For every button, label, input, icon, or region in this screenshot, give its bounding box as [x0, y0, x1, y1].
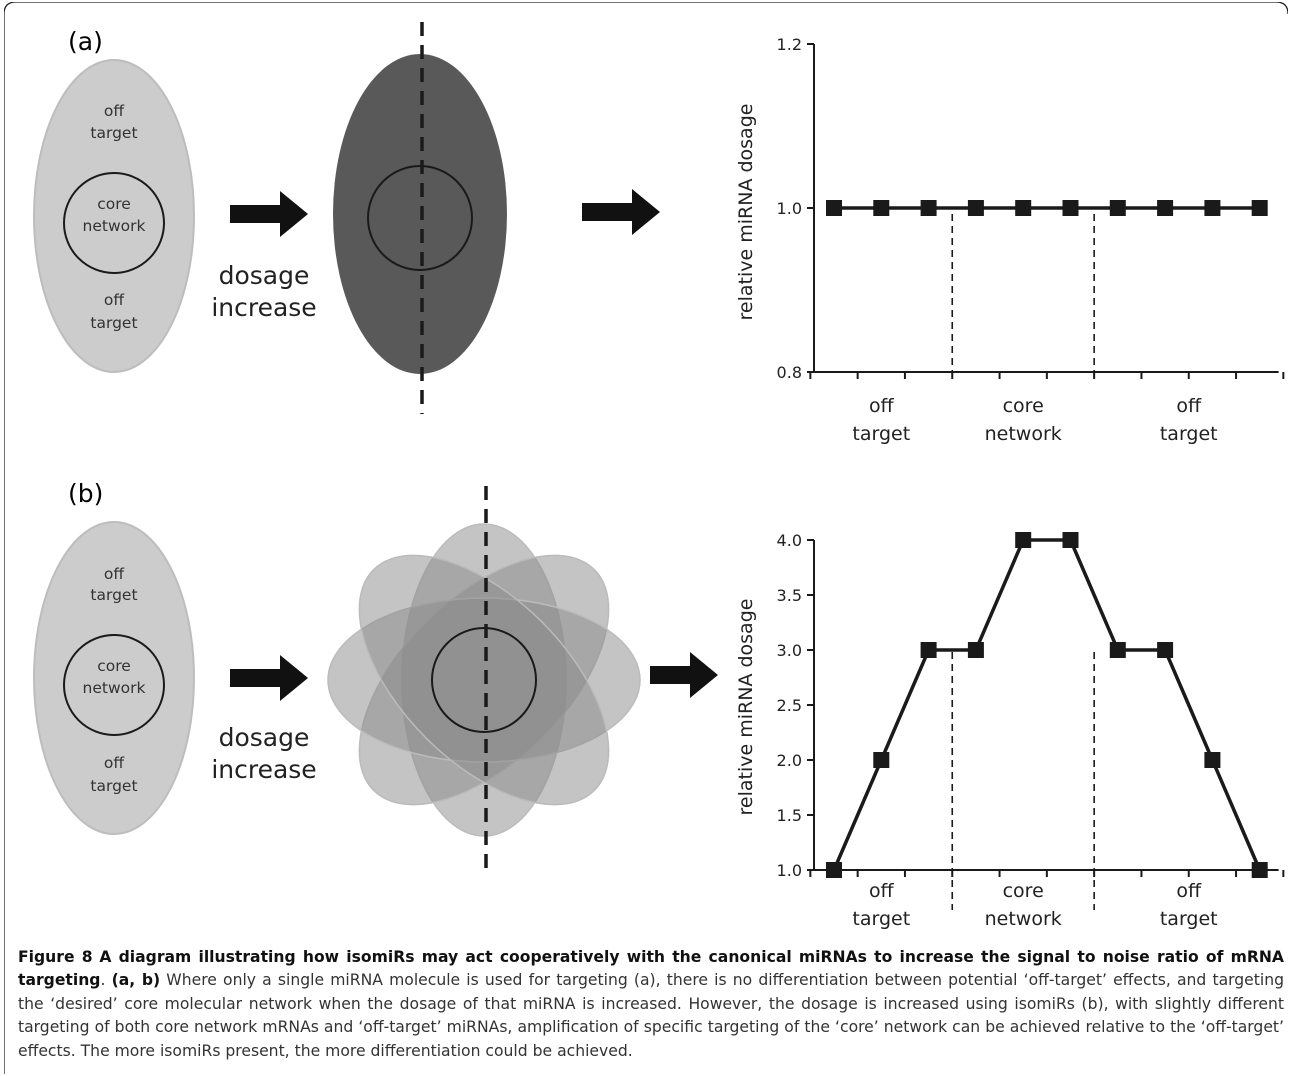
chart-y-tick-label: 3.0: [777, 641, 802, 660]
panel-a-off-target-bottom-2: target: [90, 314, 137, 332]
panel-b-off-target-top-2: target: [90, 586, 137, 604]
chart-group-label-line1: off: [1176, 880, 1202, 902]
panel-a-core-circle: [63, 172, 165, 274]
chart-b: relative miRNA dosage 4.0 3.5 3.0 2.5 2.0 1.5…: [735, 531, 1285, 930]
chart-data-point: [826, 200, 842, 216]
chart-data-point: [1204, 200, 1221, 216]
chart-a: relative miRNA dosage 1.2 1.0 0.8 off target…: [735, 35, 1285, 445]
panel-a-off-target-top-1: off: [104, 102, 124, 120]
chart-data-point: [873, 200, 890, 216]
panel-b-arrow-to-chart-icon: [650, 652, 718, 698]
panel-a-arrow-text-1: dosage: [219, 261, 310, 290]
chart-data-point: [1251, 862, 1268, 878]
figure-graphic: (a) off target core network off target d…: [4, 2, 1288, 1074]
panel-a-target-ellipse: [33, 59, 195, 373]
panel-b-diagram: (b) off target core network off target d…: [33, 479, 718, 877]
chart-b-ylabel: relative miRNA dosage: [735, 599, 757, 816]
chart-data-point: [1062, 532, 1079, 548]
chart-y-tick-label: 1.2: [777, 35, 802, 54]
chart-data-point: [1015, 532, 1032, 548]
panel-a-arrow-to-chart-icon: [582, 189, 660, 235]
caption-figure-label: Figure 8: [18, 948, 93, 966]
chart-y-tick-label: 1.0: [777, 199, 802, 218]
chart-group-label-line2: target: [1160, 908, 1218, 930]
panel-b-target-ellipse: [33, 521, 195, 835]
panel-a-label: (a): [68, 27, 103, 56]
chart-group-label-line2: network: [985, 423, 1062, 445]
panel-a-dark-ellipse: [333, 54, 507, 374]
caption-body: Where only a single miRNA molecule is us…: [18, 971, 1284, 1060]
chart-group-label-line1: core: [1003, 395, 1044, 417]
chart-data-point: [1157, 642, 1174, 658]
panel-a-arrow-right-icon: [230, 191, 308, 237]
chart-data-point: [826, 862, 842, 878]
chart-data-point: [1157, 200, 1174, 216]
panel-b-core-1: core: [97, 657, 131, 675]
chart-data-point: [920, 200, 937, 216]
isomir-petal: [358, 554, 610, 806]
panel-a-off-target-top-2: target: [90, 124, 137, 142]
panel-b-arrow-right-icon: [230, 655, 308, 701]
chart-group-label-line2: target: [852, 423, 910, 445]
panel-a-off-target-bottom-1: off: [104, 291, 124, 309]
panel-b-core-circle-overlay: [431, 627, 537, 733]
chart-group-label-line2: network: [985, 908, 1062, 930]
chart-group-label-line1: off: [869, 880, 895, 902]
panel-b-off-target-bottom-1: off: [104, 754, 124, 772]
chart-data-point: [1204, 752, 1221, 768]
chart-group-label-line1: core: [1003, 880, 1044, 902]
chart-group-label-line1: off: [1176, 395, 1202, 417]
chart-data-point: [967, 200, 984, 216]
chart-a-ylabel: relative miRNA dosage: [735, 104, 757, 321]
panel-a-dark-core-circle: [367, 165, 473, 271]
chart-data-point: [873, 752, 890, 768]
chart-y-tick-label: 3.5: [777, 586, 802, 605]
panel-b-core-circle: [63, 634, 165, 736]
panel-a-core-2: network: [83, 217, 146, 235]
chart-y-tick-label: 2.0: [777, 751, 802, 770]
chart-data-point: [1109, 642, 1126, 658]
panel-b-arrow-text-1: dosage: [219, 723, 310, 752]
panel-b-off-target-bottom-2: target: [90, 777, 137, 795]
chart-data-point: [1015, 200, 1032, 216]
chart-y-tick-label: 1.0: [777, 861, 802, 880]
chart-data-point: [1062, 200, 1079, 216]
panel-a-arrow-text-2: increase: [211, 293, 316, 322]
chart-group-label-line1: off: [869, 395, 895, 417]
panel-a-core-1: core: [97, 195, 131, 213]
chart-group-label-line2: target: [1160, 423, 1218, 445]
caption-title-end: .: [100, 971, 106, 990]
panel-b-off-target-top-1: off: [104, 565, 124, 583]
figure-frame: (a) off target core network off target d…: [4, 2, 1288, 1074]
panel-b-arrow-text-2: increase: [211, 755, 316, 784]
caption-title: A diagram illustrating how isomiRs may a…: [18, 948, 1284, 990]
panel-b-label: (b): [68, 479, 103, 508]
chart-series-line: [832, 538, 1262, 871]
panel-a-diagram: (a) off target core network off target d…: [33, 22, 660, 414]
chart-y-tick-label: 2.5: [777, 696, 802, 715]
panel-b-isomir-flower: [327, 523, 641, 837]
caption-panels-label: (a, b): [111, 971, 161, 990]
chart-group-label-line2: target: [852, 908, 910, 930]
panel-b-core-2: network: [83, 679, 146, 697]
chart-data-point: [967, 642, 984, 658]
chart-y-tick-label: 1.5: [777, 806, 802, 825]
chart-data-point: [1109, 200, 1126, 216]
chart-data-point: [1251, 200, 1268, 216]
chart-y-tick-label: 0.8: [777, 363, 802, 382]
figure-caption: Figure 8 A diagram illustrating how isom…: [18, 946, 1284, 1063]
chart-data-point: [920, 642, 937, 658]
chart-y-tick-label: 4.0: [777, 531, 802, 550]
figure-border: [4, 2, 1288, 1074]
